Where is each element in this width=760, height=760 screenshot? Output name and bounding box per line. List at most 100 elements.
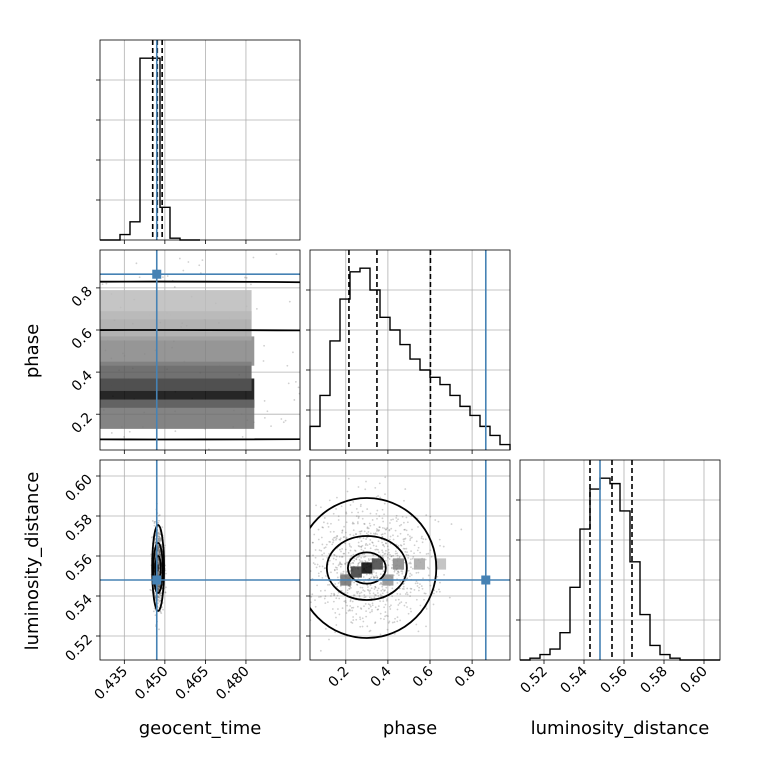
joint-geocent-time-vs-luminosity-distance-point <box>157 531 160 534</box>
joint-phase-vs-luminosity-distance-point <box>314 563 316 566</box>
joint-phase-vs-luminosity-distance-point <box>326 601 329 603</box>
joint-geocent-time-vs-phase-point <box>664 412 666 414</box>
joint-geocent-time-vs-luminosity-distance-point <box>159 610 162 613</box>
joint-phase-vs-luminosity-distance-point <box>377 608 380 611</box>
joint-geocent-time-vs-phase-point <box>713 461 715 463</box>
joint-geocent-time-vs-phase-point <box>491 452 493 454</box>
joint-phase-vs-luminosity-distance-point <box>392 518 394 521</box>
joint-geocent-time-vs-phase-point <box>241 435 244 438</box>
joint-geocent-time-vs-phase-point <box>647 317 649 319</box>
joint-phase-vs-luminosity-distance-point <box>371 608 373 611</box>
joint-phase-vs-luminosity-distance-point <box>374 622 376 624</box>
joint-phase-vs-luminosity-distance-point <box>369 605 372 608</box>
joint-phase-vs-luminosity-distance-point <box>379 526 381 529</box>
joint-phase-vs-luminosity-distance-point <box>417 571 420 574</box>
joint-phase-vs-luminosity-distance-point <box>372 544 375 547</box>
joint-geocent-time-vs-phase-point <box>376 224 378 226</box>
joint-geocent-time-vs-phase-point <box>368 339 370 341</box>
joint-phase-vs-luminosity-distance-point <box>411 536 413 539</box>
joint-phase-vs-luminosity-distance-point <box>439 581 441 584</box>
joint-geocent-time-vs-phase-point <box>407 436 409 438</box>
joint-geocent-time-vs-phase-point <box>405 201 407 203</box>
joint-phase-vs-luminosity-distance-point <box>405 553 408 556</box>
joint-geocent-time-vs-phase-point <box>609 433 611 435</box>
joint-phase-vs-luminosity-distance-point <box>297 562 299 564</box>
joint-phase-vs-luminosity-distance-point <box>352 606 355 609</box>
joint-phase-vs-luminosity-distance-point <box>394 550 397 553</box>
joint-phase-vs-luminosity-distance-point <box>354 533 357 535</box>
joint-geocent-time-vs-luminosity-distance-point <box>154 592 156 595</box>
joint-phase-vs-luminosity-distance-point <box>357 541 360 544</box>
joint-geocent-time-vs-luminosity-distance-point <box>154 591 156 594</box>
joint-geocent-time-vs-luminosity-distance-point <box>158 593 161 596</box>
joint-geocent-time-vs-phase-point <box>201 259 204 261</box>
joint-phase-vs-luminosity-distance-point <box>375 512 378 515</box>
joint-geocent-time-vs-luminosity-distance-point <box>158 628 160 631</box>
joint-phase-vs-luminosity-distance-point <box>387 615 389 617</box>
joint-geocent-time-vs-phase-point <box>244 276 246 279</box>
joint-geocent-time-vs-phase-point <box>198 264 201 267</box>
joint-phase-vs-luminosity-distance-point <box>340 563 342 566</box>
joint-phase-vs-luminosity-distance-point <box>377 548 379 551</box>
joint-phase-vs-luminosity-distance-point <box>404 537 407 540</box>
joint-geocent-time-vs-luminosity-distance-point <box>154 520 157 523</box>
joint-phase-vs-luminosity-distance-point <box>362 537 365 540</box>
joint-geocent-time-vs-luminosity-distance-point <box>158 540 161 543</box>
joint-phase-vs-luminosity-distance-point <box>321 565 324 568</box>
joint-geocent-time-vs-luminosity-distance-point <box>154 542 157 544</box>
joint-geocent-time-vs-phase-point <box>307 213 309 215</box>
joint-geocent-time-vs-phase-point <box>305 378 307 380</box>
joint-phase-vs-luminosity-distance-point <box>280 557 282 559</box>
joint-phase-vs-luminosity-distance-point <box>359 505 362 508</box>
joint-phase-vs-luminosity-distance-point <box>396 582 399 584</box>
joint-geocent-time-vs-phase-point <box>178 257 181 260</box>
joint-phase-vs-luminosity-distance-point <box>398 524 401 527</box>
joint-phase-vs-luminosity-distance-point <box>326 522 329 525</box>
joint-geocent-time-vs-phase-point <box>521 363 523 365</box>
joint-phase-vs-luminosity-distance-point <box>366 589 369 591</box>
joint-geocent-time-vs-phase-point <box>620 412 622 414</box>
joint-phase-vs-luminosity-distance-point <box>355 507 358 510</box>
joint-geocent-time-vs-phase-point <box>98 464 100 466</box>
joint-geocent-time-vs-luminosity-distance-point <box>157 602 160 605</box>
joint-phase-vs-luminosity-distance-point <box>352 553 355 556</box>
joint-phase-vs-luminosity-distance-point <box>359 537 361 539</box>
joint-geocent-time-vs-phase-point <box>542 271 544 273</box>
joint-phase-vs-luminosity-distance-point <box>371 541 374 544</box>
joint-phase-vs-luminosity-distance-xtick-label-1: 0.4 <box>368 663 395 690</box>
joint-geocent-time-vs-phase-point <box>711 303 713 305</box>
joint-geocent-time-vs-luminosity-distance-point <box>159 599 162 602</box>
joint-phase-vs-luminosity-distance-point <box>385 586 388 589</box>
joint-phase-vs-luminosity-distance-point <box>266 542 268 544</box>
joint-geocent-time-vs-phase-point <box>206 456 208 458</box>
joint-phase-vs-luminosity-distance-point <box>429 549 432 552</box>
joint-phase-vs-luminosity-distance-point <box>385 614 388 617</box>
joint-geocent-time-vs-phase-point <box>287 382 290 385</box>
joint-phase-vs-luminosity-distance-point <box>349 549 352 552</box>
joint-geocent-time-vs-phase-point <box>58 316 60 318</box>
joint-geocent-time-vs-phase-point <box>162 276 164 279</box>
joint-phase-vs-luminosity-distance-point <box>409 539 412 541</box>
joint-geocent-time-vs-phase-point <box>318 298 320 300</box>
joint-phase-vs-luminosity-distance-point <box>343 600 346 603</box>
joint-phase-vs-luminosity-distance-point <box>350 606 353 609</box>
joint-phase-vs-luminosity-distance-point <box>388 558 391 560</box>
joint-phase-vs-luminosity-distance-point <box>363 522 366 525</box>
joint-phase-vs-luminosity-distance-point <box>402 582 405 585</box>
joint-geocent-time-vs-luminosity-distance-point <box>157 573 160 575</box>
joint-phase-vs-luminosity-distance-point <box>406 577 408 580</box>
joint-phase-vs-luminosity-distance-point <box>329 595 332 597</box>
joint-geocent-time-vs-phase-point <box>35 282 37 284</box>
joint-phase-vs-luminosity-distance-point <box>351 580 353 583</box>
joint-geocent-time-vs-luminosity-distance-point <box>157 548 160 551</box>
joint-phase-vs-luminosity-distance-point <box>419 604 422 607</box>
joint-phase-vs-luminosity-distance-point <box>419 551 422 554</box>
joint-phase-vs-luminosity-distance-point <box>399 532 402 535</box>
joint-phase-vs-luminosity-distance-point <box>371 573 373 576</box>
joint-phase-vs-luminosity-distance-point <box>382 544 385 546</box>
joint-phase-vs-luminosity-distance-point <box>336 576 339 579</box>
joint-geocent-time-vs-phase-point <box>513 303 515 305</box>
joint-geocent-time-vs-luminosity-distance-ytick-label-0: 0.52 <box>62 632 95 665</box>
joint-geocent-time-vs-phase-point <box>606 437 608 439</box>
joint-phase-vs-luminosity-distance-point <box>387 564 390 567</box>
